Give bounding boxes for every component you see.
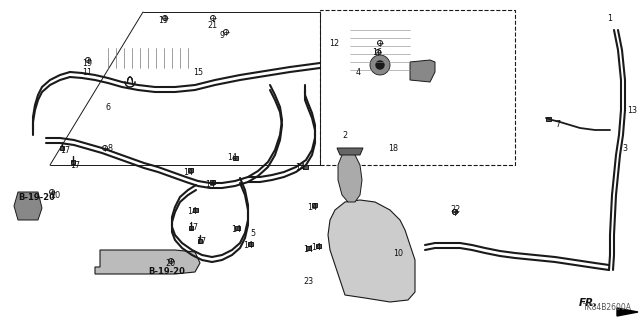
Text: 20: 20: [50, 190, 60, 199]
Text: 5: 5: [250, 228, 255, 237]
Text: 17: 17: [70, 161, 80, 170]
Text: 11: 11: [82, 68, 92, 76]
Text: 10: 10: [393, 250, 403, 259]
Bar: [71, 160, 75, 164]
Text: 2: 2: [342, 131, 348, 140]
Text: 7: 7: [556, 119, 561, 129]
Text: 17: 17: [188, 223, 198, 233]
Text: 18: 18: [388, 143, 398, 153]
Text: 3: 3: [623, 143, 627, 153]
Text: FR.: FR.: [579, 298, 598, 308]
Text: 14: 14: [187, 207, 197, 217]
Text: 14: 14: [303, 245, 313, 254]
Bar: [198, 239, 202, 243]
Text: 14: 14: [307, 203, 317, 212]
Circle shape: [370, 55, 390, 75]
Text: 17: 17: [196, 236, 206, 245]
Bar: [248, 242, 253, 246]
Bar: [234, 226, 239, 230]
Bar: [305, 246, 310, 250]
Text: 23: 23: [303, 277, 313, 286]
Text: 14: 14: [295, 163, 305, 172]
Text: 20: 20: [165, 259, 175, 268]
Polygon shape: [410, 60, 435, 82]
Text: 1: 1: [607, 13, 612, 22]
Text: 14: 14: [227, 153, 237, 162]
Text: TK84B2600A: TK84B2600A: [583, 302, 632, 311]
Text: B-19-20: B-19-20: [148, 268, 185, 276]
Bar: [316, 244, 321, 248]
Polygon shape: [338, 152, 362, 202]
Text: 22: 22: [450, 205, 460, 214]
Text: 17: 17: [60, 146, 70, 155]
Bar: [188, 168, 193, 172]
Text: 19: 19: [158, 15, 168, 25]
Text: 14: 14: [183, 167, 193, 177]
Text: 8: 8: [108, 143, 113, 153]
Bar: [303, 165, 307, 169]
Polygon shape: [337, 148, 363, 155]
Polygon shape: [14, 192, 42, 220]
Bar: [60, 146, 64, 150]
Text: 14: 14: [243, 242, 253, 251]
Text: 6: 6: [106, 102, 111, 111]
Text: 21: 21: [207, 20, 217, 29]
Text: 9: 9: [220, 30, 225, 39]
Bar: [232, 156, 237, 160]
Bar: [545, 117, 550, 121]
Text: 14: 14: [231, 226, 241, 235]
Text: 14: 14: [311, 244, 321, 252]
Bar: [320, 10, 515, 165]
Text: B-19-20: B-19-20: [18, 194, 55, 203]
Bar: [312, 203, 317, 207]
Text: 12: 12: [329, 38, 339, 47]
Polygon shape: [617, 308, 638, 316]
Text: 19: 19: [82, 59, 92, 68]
Text: 14: 14: [205, 180, 215, 188]
Polygon shape: [95, 250, 200, 274]
Bar: [209, 180, 214, 184]
Circle shape: [376, 61, 384, 69]
Bar: [189, 226, 193, 230]
Text: 16: 16: [372, 47, 382, 57]
Polygon shape: [328, 200, 415, 302]
Text: 13: 13: [627, 106, 637, 115]
Text: 15: 15: [193, 68, 203, 76]
Bar: [193, 208, 198, 212]
Text: 4: 4: [355, 68, 360, 76]
